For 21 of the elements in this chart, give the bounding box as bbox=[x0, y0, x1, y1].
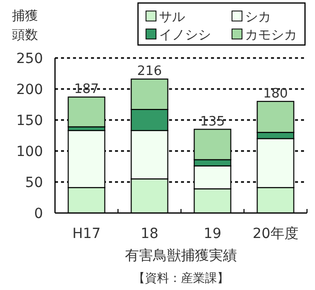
text: 有害鳥獣捕獲実績 bbox=[125, 248, 237, 264]
y-tick-label: 250 bbox=[16, 51, 43, 67]
legend-label: シカ bbox=[245, 10, 271, 25]
total-label: 180 bbox=[263, 86, 288, 102]
y-tick-label: 150 bbox=[16, 113, 43, 129]
y-tick-label: 100 bbox=[16, 144, 43, 160]
y-tick-label: 0 bbox=[34, 206, 43, 222]
total-label: 135 bbox=[200, 114, 225, 130]
legend-label: カモシカ bbox=[245, 28, 297, 43]
legend-label: サル bbox=[159, 10, 185, 25]
x-tick-label: 20年度 bbox=[252, 226, 298, 242]
total-label: 216 bbox=[137, 64, 162, 80]
y-tick-label: 50 bbox=[25, 175, 43, 191]
y-axis-title: 捕獲頭数 bbox=[12, 9, 38, 43]
x-tick-label: H17 bbox=[72, 226, 101, 242]
y-tick-label: 200 bbox=[16, 82, 43, 98]
legend-label: イノシシ bbox=[159, 28, 211, 43]
text: 【資料：産業課】 bbox=[133, 271, 229, 285]
x-tick-label: 19 bbox=[204, 226, 222, 242]
total-label: 187 bbox=[74, 82, 99, 98]
x-tick-label: 18 bbox=[140, 226, 158, 242]
